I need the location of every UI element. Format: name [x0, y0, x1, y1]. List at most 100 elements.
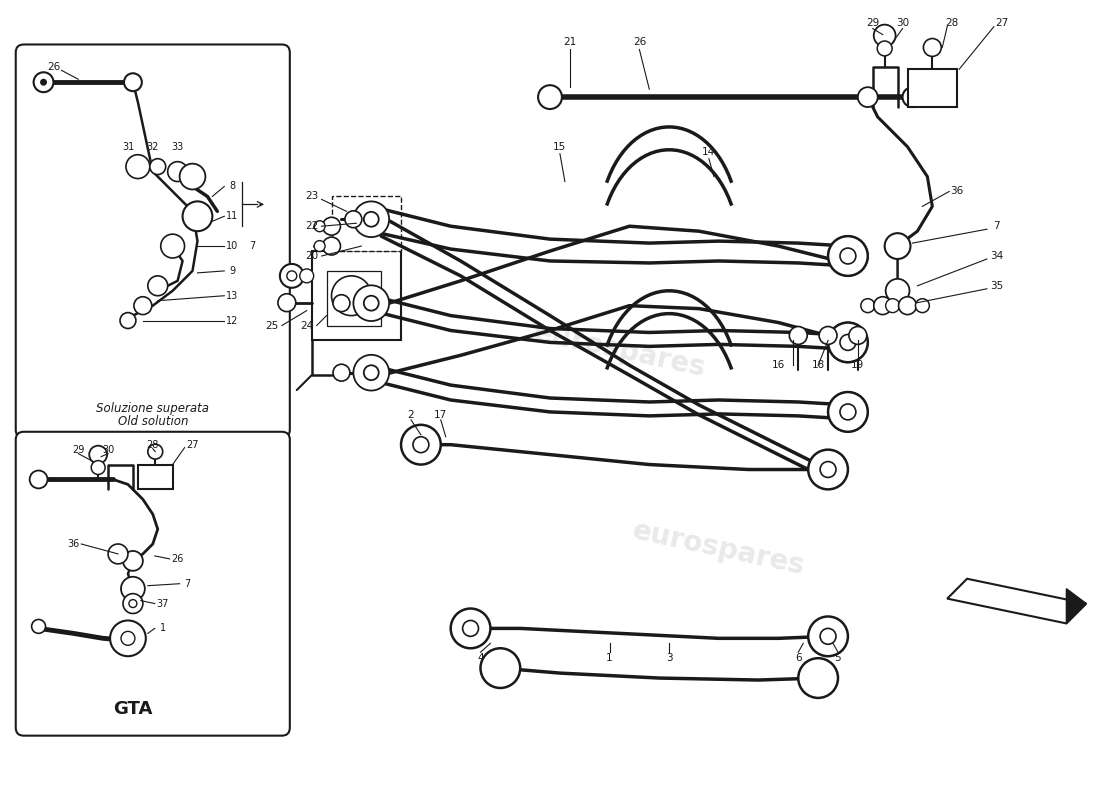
Circle shape: [34, 72, 54, 92]
Circle shape: [799, 658, 838, 698]
Circle shape: [124, 74, 142, 91]
Circle shape: [120, 313, 136, 329]
Circle shape: [315, 221, 326, 232]
Text: 33: 33: [172, 142, 184, 152]
Text: 27: 27: [186, 440, 199, 450]
Text: 32: 32: [146, 142, 160, 152]
Circle shape: [123, 551, 143, 571]
Circle shape: [840, 404, 856, 420]
Text: 11: 11: [227, 211, 239, 222]
Text: 31: 31: [122, 142, 134, 152]
Text: 7: 7: [249, 241, 255, 251]
Bar: [138, 465, 173, 490]
Circle shape: [886, 298, 900, 313]
Circle shape: [129, 600, 136, 607]
Text: Soluzione superata: Soluzione superata: [97, 402, 209, 415]
Bar: [311, 251, 402, 341]
FancyBboxPatch shape: [15, 432, 289, 736]
Circle shape: [147, 444, 163, 459]
Bar: [908, 70, 957, 107]
Circle shape: [861, 298, 875, 313]
Text: 1: 1: [160, 623, 166, 634]
Bar: [331, 197, 402, 251]
Circle shape: [167, 162, 187, 182]
Circle shape: [884, 233, 911, 259]
Circle shape: [902, 87, 923, 107]
Circle shape: [134, 297, 152, 314]
Circle shape: [820, 326, 837, 344]
Text: 26: 26: [172, 554, 184, 564]
Circle shape: [364, 366, 378, 380]
Circle shape: [315, 241, 326, 251]
Circle shape: [364, 212, 378, 226]
Circle shape: [331, 276, 372, 315]
Circle shape: [110, 621, 146, 656]
Text: 9: 9: [229, 266, 235, 276]
Text: 5: 5: [835, 653, 842, 663]
Circle shape: [923, 38, 942, 57]
Text: 15: 15: [553, 142, 566, 152]
Text: eurospares: eurospares: [630, 517, 807, 581]
Text: 28: 28: [146, 440, 160, 450]
Circle shape: [840, 248, 856, 264]
Circle shape: [840, 334, 856, 350]
Circle shape: [840, 248, 856, 264]
Text: 27: 27: [996, 18, 1009, 28]
Text: GTA: GTA: [113, 700, 153, 718]
Circle shape: [915, 298, 930, 313]
Circle shape: [147, 276, 167, 296]
Circle shape: [899, 297, 916, 314]
Text: 19: 19: [851, 360, 865, 370]
Text: 23: 23: [305, 191, 318, 202]
Circle shape: [161, 234, 185, 258]
Text: 7: 7: [993, 222, 1000, 231]
Text: 36: 36: [67, 539, 79, 549]
Circle shape: [179, 164, 206, 190]
Circle shape: [828, 322, 868, 362]
Circle shape: [840, 334, 856, 350]
FancyBboxPatch shape: [15, 45, 289, 438]
Circle shape: [451, 609, 491, 648]
Text: 21: 21: [563, 38, 576, 47]
Text: 2: 2: [408, 410, 415, 420]
Text: 34: 34: [990, 251, 1003, 261]
Circle shape: [808, 617, 848, 656]
Bar: [327, 271, 382, 326]
Text: eurospares: eurospares: [530, 318, 708, 382]
Text: 26: 26: [47, 62, 60, 72]
Text: 8: 8: [229, 182, 235, 191]
Text: 1: 1: [606, 653, 613, 663]
Text: 7: 7: [185, 578, 190, 589]
Circle shape: [828, 392, 868, 432]
Circle shape: [808, 450, 848, 490]
Text: 17: 17: [434, 410, 448, 420]
Text: 25: 25: [265, 321, 278, 330]
Text: 26: 26: [632, 38, 646, 47]
Circle shape: [481, 648, 520, 688]
Circle shape: [333, 364, 350, 381]
Text: 18: 18: [812, 360, 825, 370]
Circle shape: [183, 202, 212, 231]
Polygon shape: [947, 578, 1087, 623]
Circle shape: [108, 544, 128, 564]
Circle shape: [91, 461, 106, 474]
Circle shape: [89, 446, 107, 463]
Text: 29: 29: [866, 18, 879, 28]
Circle shape: [821, 462, 836, 478]
Text: 35: 35: [990, 281, 1003, 290]
Circle shape: [828, 392, 868, 432]
Text: 6: 6: [795, 653, 802, 663]
Circle shape: [463, 621, 478, 636]
Polygon shape: [1066, 589, 1087, 623]
Circle shape: [886, 279, 910, 302]
Text: 30: 30: [896, 18, 909, 28]
Circle shape: [877, 41, 892, 56]
Text: 22: 22: [305, 222, 318, 231]
Circle shape: [873, 25, 895, 46]
Circle shape: [279, 264, 304, 288]
Text: Old solution: Old solution: [118, 415, 188, 428]
Text: 4: 4: [477, 653, 484, 663]
Text: 28: 28: [946, 18, 959, 28]
Circle shape: [30, 470, 47, 488]
Circle shape: [364, 296, 378, 310]
